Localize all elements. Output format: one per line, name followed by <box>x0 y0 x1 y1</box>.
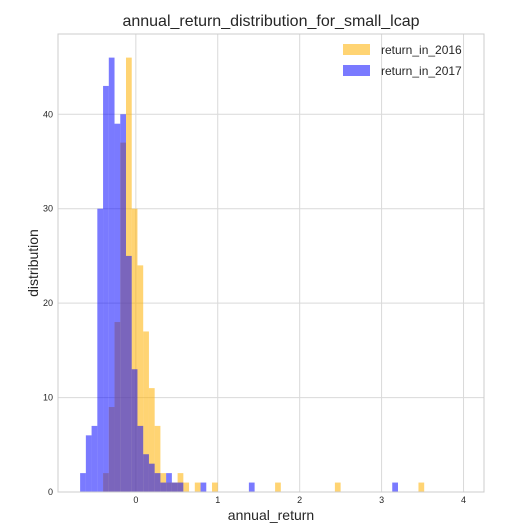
histogram-bar-2017 <box>114 123 121 493</box>
histogram-bar-2017 <box>392 482 398 492</box>
y-tick-label: 40 <box>43 109 53 119</box>
histogram-bar-2017 <box>131 369 138 492</box>
histogram-bar-2016 <box>194 482 201 492</box>
histogram-bar-2017 <box>154 473 161 492</box>
histogram-bar-2016 <box>334 482 341 492</box>
legend-swatch-2016 <box>343 44 370 55</box>
histogram-bar-2017 <box>148 463 155 492</box>
histogram-bar-2017 <box>80 473 86 492</box>
histogram-bar-2017 <box>85 435 92 492</box>
plot-frame <box>57 33 485 493</box>
bars <box>80 57 425 493</box>
histogram-bar-2017 <box>143 454 149 492</box>
x-tick-label: 0 <box>133 495 138 505</box>
legend-swatch-2017 <box>343 65 370 76</box>
histogram-bar-2016 <box>137 265 144 492</box>
histogram-bar-2016 <box>131 208 138 492</box>
histogram-bar-2016 <box>183 482 190 492</box>
histogram-bar-2016 <box>418 482 425 492</box>
histogram-bar-2017 <box>91 425 98 492</box>
histogram-bar-2016 <box>148 388 155 492</box>
histogram-bar-2017 <box>177 482 184 492</box>
histogram-bar-2016 <box>154 425 161 492</box>
chart-title: annual_return_distribution_for_small_lca… <box>122 13 419 30</box>
histogram-bar-2017 <box>125 255 132 492</box>
histogram-bar-2017 <box>200 482 207 492</box>
histogram-bar-2017 <box>97 208 104 492</box>
histogram-bar-2016 <box>143 331 149 492</box>
histogram-bar-2017 <box>160 482 167 492</box>
histogram-bar-2017 <box>137 425 144 492</box>
histogram-bar-2016 <box>212 482 218 492</box>
histogram-bar-2017 <box>171 482 178 492</box>
x-tick-label: 1 <box>215 495 220 505</box>
legend-label-2017: return_in_2017 <box>381 64 462 78</box>
y-tick-label: 10 <box>43 393 53 403</box>
histogram-bar-2017 <box>248 482 255 492</box>
x-tick-label: 2 <box>297 495 302 505</box>
y-tick-label: 20 <box>43 298 53 308</box>
histogram-bar-2017 <box>120 114 126 493</box>
x-tick-label: 3 <box>379 495 384 505</box>
y-axis-label: distribution <box>25 229 41 297</box>
y-tick-label: 30 <box>43 204 53 214</box>
histogram-bar-2016 <box>275 482 281 492</box>
x-axis-label: annual_return <box>228 507 314 523</box>
histogram-bar-2017 <box>103 85 109 492</box>
legend-label-2016: return_in_2016 <box>381 43 462 57</box>
histogram-bar-2017 <box>166 473 172 492</box>
legend: return_in_2016 return_in_2017 <box>343 43 462 78</box>
y-tick-label: 0 <box>48 487 53 497</box>
histogram-bar-2017 <box>108 57 115 492</box>
x-tick-label: 4 <box>461 495 466 505</box>
